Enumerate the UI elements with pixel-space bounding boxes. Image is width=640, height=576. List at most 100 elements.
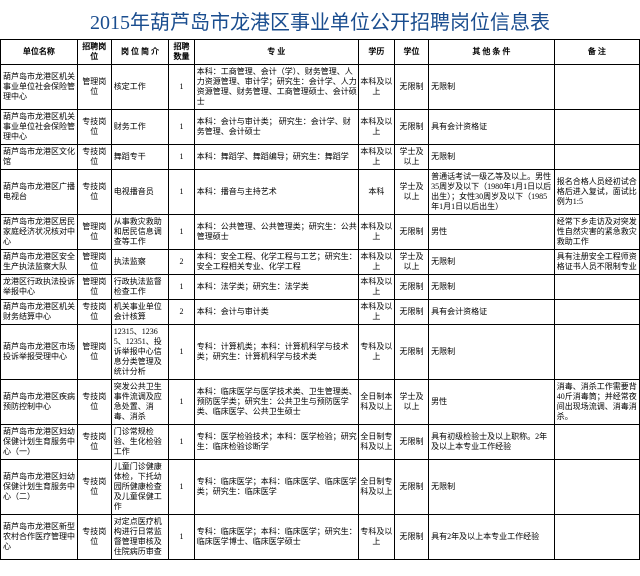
cell-num: 1: [169, 110, 195, 145]
col-num: 招聘 数量: [169, 40, 195, 65]
table-row: 葫芦岛市龙港区机关财务结算中心专技岗位机关事业单位会计核算2本科：会计与审计类本…: [1, 300, 640, 325]
cell-remark: 具有注册安全工程师资格证书人员不限制专业: [554, 250, 639, 275]
cell-major: 本科：工商管理、会计（学）、财务管理、人力资源管理、审计学；研究生：会计学、人力…: [194, 65, 358, 110]
cell-org: 葫芦岛市龙港区新型农村合作医疗管理中心: [1, 515, 78, 560]
cell-degree: 无限制: [395, 425, 429, 460]
cell-num: 2: [169, 300, 195, 325]
cell-edu: 专科及以上: [358, 515, 394, 560]
cell-remark: 经常下乡走访及对突发性自然灾害的紧急救灾救助工作: [554, 215, 639, 250]
cell-major: 本科：临床医学与医学技术类、卫生管理类、预防医学类；研究生：公共卫生与预防医学类…: [194, 380, 358, 425]
cell-brief: 财务工作: [111, 110, 169, 145]
cell-degree: 无限制: [395, 515, 429, 560]
cell-brief: 行政执法监督检查工作: [111, 275, 169, 300]
cell-remark: [554, 515, 639, 560]
cell-remark: [554, 65, 639, 110]
cell-org: 葫芦岛市龙港区市场投诉举报受理中心: [1, 325, 78, 380]
cell-major: 本科：公共管理、公共管理类；研究生：公共管理硕士: [194, 215, 358, 250]
col-degree: 学位: [395, 40, 429, 65]
cell-num: 1: [169, 380, 195, 425]
cell-major: 专科：临床医学；本科：临床医学、临床医学类；研究生：临床医学: [194, 460, 358, 515]
cell-num: 1: [169, 65, 195, 110]
cell-remark: 消毒、消杀工作需要背40斤消毒筒；并经常夜间出现场流调、消毒消杀。: [554, 380, 639, 425]
cell-brief: 突发公共卫生事件流调及应急处置、消毒、消杀: [111, 380, 169, 425]
cell-post: 管理岗位: [77, 250, 111, 275]
table-row: 葫芦岛市龙港区文化馆专技岗位舞蹈专干1本科：舞蹈学、舞蹈编导；研究生：舞蹈学本科…: [1, 145, 640, 170]
table-row: 葫芦岛市龙港区居民家庭经济状况核对中心管理岗位从事救灾救助和居民信息调查等工作1…: [1, 215, 640, 250]
cell-num: 1: [169, 170, 195, 215]
cell-post: 专技岗位: [77, 145, 111, 170]
cell-major: 本科：舞蹈学、舞蹈编导；研究生：舞蹈学: [194, 145, 358, 170]
cell-num: 1: [169, 425, 195, 460]
table-row: 葫芦岛市龙港区机关事业单位社会保险管理中心管理岗位核定工作1本科：工商管理、会计…: [1, 65, 640, 110]
cell-edu: 本科及以上: [358, 215, 394, 250]
cell-brief: 儿童门诊健康体检，下托幼园所健康检查及儿童保健工作: [111, 460, 169, 515]
cell-remark: [554, 460, 639, 515]
cell-other: 具有2年及以上本专业工作经验: [429, 515, 555, 560]
cell-brief: 机关事业单位会计核算: [111, 300, 169, 325]
cell-num: 1: [169, 460, 195, 515]
cell-org: 葫芦岛市龙港区妇幼保健计划生育服务中心（二）: [1, 460, 78, 515]
col-major: 专 业: [194, 40, 358, 65]
header-row: 单位名称 招聘岗位 岗 位 简 介 招聘 数量 专 业 学历 学位 其 他 条 …: [1, 40, 640, 65]
cell-org: 龙港区行政执法投诉举报中心: [1, 275, 78, 300]
table-row: 葫芦岛市龙港区新型农村合作医疗管理中心专技岗位对定点医疗机构进行日常监督管理审核…: [1, 515, 640, 560]
cell-other: 普通话考试一级乙等及以上。男性35周岁及以下（1980年1月1日以后出生）；女性…: [429, 170, 555, 215]
cell-org: 葫芦岛市龙港区文化馆: [1, 145, 78, 170]
cell-degree: 学士及以上: [395, 145, 429, 170]
cell-brief: 电视播音员: [111, 170, 169, 215]
col-edu: 学历: [358, 40, 394, 65]
cell-major: 专科：医学检验技术；本科：医学检验；研究生：临床检验诊断学: [194, 425, 358, 460]
cell-degree: 无限制: [395, 460, 429, 515]
cell-degree: 无限制: [395, 215, 429, 250]
cell-degree: 无限制: [395, 300, 429, 325]
cell-edu: 本科及以上: [358, 250, 394, 275]
cell-remark: [554, 145, 639, 170]
cell-remark: [554, 275, 639, 300]
cell-num: 1: [169, 215, 195, 250]
cell-major: 本科：法学类；研究生：法学类: [194, 275, 358, 300]
cell-brief: 12315、12365、12351、投诉举报中心信息分类管理及统计分析: [111, 325, 169, 380]
cell-major: 专科：临床医学；本科：临床医学；研究生：临床医学博士、临床医学硕士: [194, 515, 358, 560]
page-title: 2015年葫芦岛市龙港区事业单位公开招聘岗位信息表: [0, 0, 640, 39]
cell-remark: [554, 300, 639, 325]
cell-major: 专科：计算机类；本科：计算机科学与技术类；研究生：计算机科学与技术类: [194, 325, 358, 380]
cell-degree: 学士及以上: [395, 380, 429, 425]
cell-org: 葫芦岛市龙港区疾病预防控制中心: [1, 380, 78, 425]
cell-post: 专技岗位: [77, 460, 111, 515]
cell-org: 葫芦岛市龙港区妇幼保健计划生育服务中心（一）: [1, 425, 78, 460]
cell-post: 专技岗位: [77, 515, 111, 560]
cell-num: 1: [169, 515, 195, 560]
cell-edu: 本科及以上: [358, 110, 394, 145]
table-row: 葫芦岛市龙港区疾病预防控制中心专技岗位突发公共卫生事件流调及应急处置、消毒、消杀…: [1, 380, 640, 425]
cell-post: 专技岗位: [77, 380, 111, 425]
cell-org: 葫芦岛市龙港区居民家庭经济状况核对中心: [1, 215, 78, 250]
cell-num: 1: [169, 145, 195, 170]
cell-edu: 本科及以上: [358, 275, 394, 300]
cell-major: 本科：播音与主持艺术: [194, 170, 358, 215]
cell-edu: 全日制本科及以上: [358, 380, 394, 425]
table-row: 葫芦岛市龙港区机关事业单位社会保险管理中心专技岗位财务工作1本科：会计与审计类；…: [1, 110, 640, 145]
cell-edu: 本科及以上: [358, 65, 394, 110]
cell-org: 葫芦岛市龙港区机关财务结算中心: [1, 300, 78, 325]
col-brief: 岗 位 简 介: [111, 40, 169, 65]
table-row: 葫芦岛市龙港区市场投诉举报受理中心管理岗位12315、12365、12351、投…: [1, 325, 640, 380]
cell-edu: 专科及以上: [358, 325, 394, 380]
cell-post: 管理岗位: [77, 275, 111, 300]
jobs-table: 单位名称 招聘岗位 岗 位 简 介 招聘 数量 专 业 学历 学位 其 他 条 …: [0, 39, 640, 560]
cell-org: 葫芦岛市龙港区广播电视台: [1, 170, 78, 215]
cell-edu: 全日制专科及以上: [358, 460, 394, 515]
cell-org: 葫芦岛市龙港区机关事业单位社会保险管理中心: [1, 110, 78, 145]
col-org: 单位名称: [1, 40, 78, 65]
col-post: 招聘岗位: [77, 40, 111, 65]
table-row: 葫芦岛市龙港区安全生产执法监察大队管理岗位执法监察2本科：安全工程、化学工程与工…: [1, 250, 640, 275]
cell-edu: 本科及以上: [358, 145, 394, 170]
table-row: 龙港区行政执法投诉举报中心管理岗位行政执法监督检查工作1本科：法学类；研究生：法…: [1, 275, 640, 300]
cell-brief: 从事救灾救助和居民信息调查等工作: [111, 215, 169, 250]
cell-other: 具有会计资格证: [429, 110, 555, 145]
cell-remark: [554, 425, 639, 460]
cell-post: 管理岗位: [77, 215, 111, 250]
cell-major: 本科：会计与审计类； 研究生：会计学、财务管理、会计硕士: [194, 110, 358, 145]
cell-post: 专技岗位: [77, 110, 111, 145]
cell-brief: 核定工作: [111, 65, 169, 110]
cell-brief: 舞蹈专干: [111, 145, 169, 170]
